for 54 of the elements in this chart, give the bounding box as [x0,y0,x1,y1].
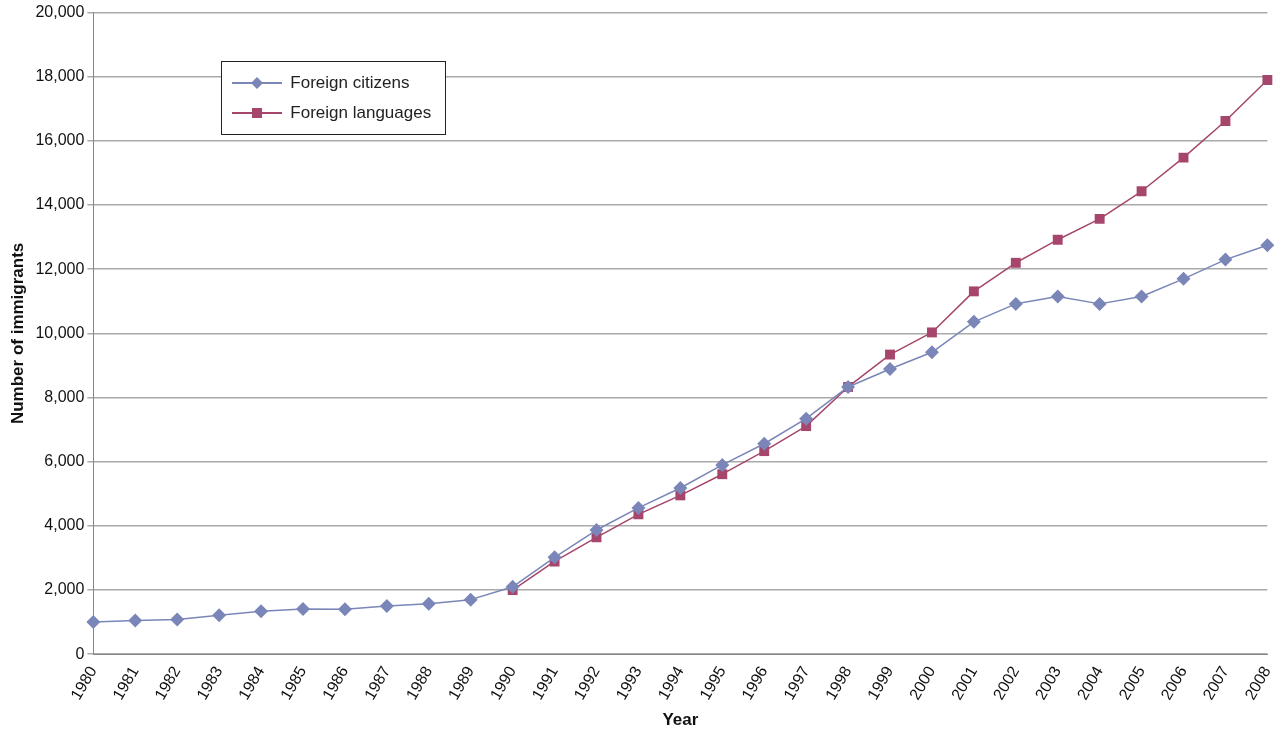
point [1010,257,1021,268]
point [673,481,688,496]
point [1218,252,1233,267]
y-tick-label: 6,000 [44,452,85,470]
y-tick-label: 16,000 [35,131,85,149]
point [547,550,562,565]
point [926,327,937,338]
point [421,596,436,611]
y-tick-label: 14,000 [35,195,85,213]
point [799,411,814,426]
point [757,436,772,451]
point [128,613,143,628]
point [295,601,310,616]
y-tick-label: 4,000 [44,516,85,534]
legend-label: Foreign languages [290,102,432,123]
point [254,604,269,619]
point [1220,116,1231,126]
point [1134,289,1149,304]
y-tick-label: 10,000 [35,323,85,341]
y-tick-label: 8,000 [44,387,85,405]
point [1008,296,1023,311]
point [924,345,939,360]
point [1094,213,1105,224]
point [715,457,730,472]
y-axis-title: Number of immigrants [7,242,27,425]
point [966,314,981,329]
point [1178,152,1189,163]
point [1050,289,1065,304]
legend-label: Foreign citizens [290,72,410,93]
point [1092,296,1107,311]
point [379,599,394,614]
y-tick-label: 20,000 [35,3,85,21]
point [463,592,478,607]
point [968,286,979,297]
point [505,579,520,594]
point [86,615,101,630]
point [212,608,227,623]
point [1052,234,1063,245]
point [337,602,352,617]
point [631,500,646,515]
y-tick-label: 18,000 [35,67,85,85]
y-tick-label: 2,000 [44,580,85,598]
point [1262,75,1273,85]
point [1136,186,1147,197]
y-tick-label: 12,000 [35,259,85,277]
point [717,469,728,480]
point [1260,238,1275,253]
point [589,523,604,538]
point [170,612,185,627]
point [885,349,895,360]
point [883,362,897,376]
x-axis-title: Year [662,710,699,730]
point [1176,271,1191,286]
y-tick-label: 0 [75,644,85,662]
